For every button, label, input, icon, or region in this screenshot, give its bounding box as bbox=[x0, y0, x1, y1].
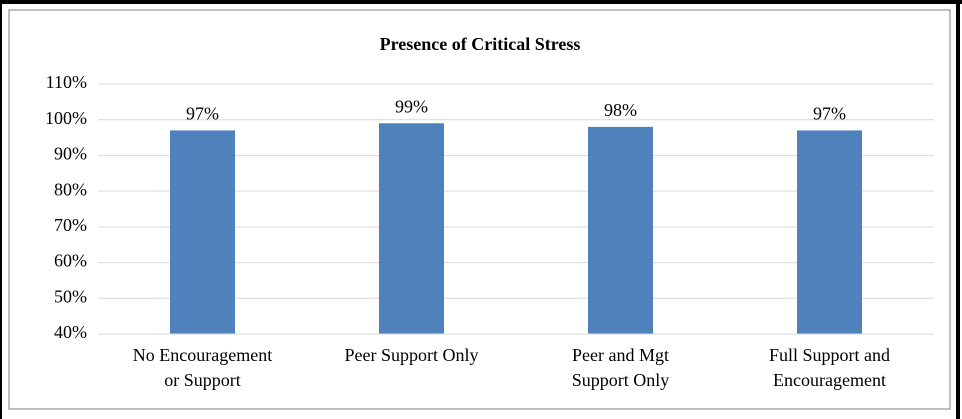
data-label: 99% bbox=[395, 96, 428, 116]
chart-title: Presence of Critical Stress bbox=[380, 34, 581, 54]
x-tick-label: Full Support and Encouragement bbox=[769, 345, 890, 390]
y-tick-label: 60% bbox=[54, 251, 87, 271]
data-label: 97% bbox=[813, 104, 846, 124]
x-tick-label: Peer and Mgt Support Only bbox=[572, 345, 670, 390]
y-tick-label: 110% bbox=[46, 72, 87, 92]
bar bbox=[170, 130, 235, 334]
chart-border bbox=[8, 9, 951, 410]
data-label: 98% bbox=[604, 100, 637, 120]
data-label: 97% bbox=[186, 104, 219, 124]
y-tick-label: 70% bbox=[54, 215, 87, 235]
bar bbox=[379, 123, 444, 335]
bar bbox=[797, 130, 862, 334]
y-tick-label: 50% bbox=[54, 286, 87, 306]
bar bbox=[588, 126, 653, 334]
y-tick-label: 80% bbox=[54, 179, 87, 199]
y-tick-label: 100% bbox=[45, 108, 87, 128]
y-tick-label: 90% bbox=[54, 144, 87, 164]
y-tick-label: 40% bbox=[54, 322, 87, 342]
x-tick-label: No Encouragement or Support bbox=[133, 345, 272, 390]
x-tick-label: Peer Support Only bbox=[345, 345, 479, 365]
